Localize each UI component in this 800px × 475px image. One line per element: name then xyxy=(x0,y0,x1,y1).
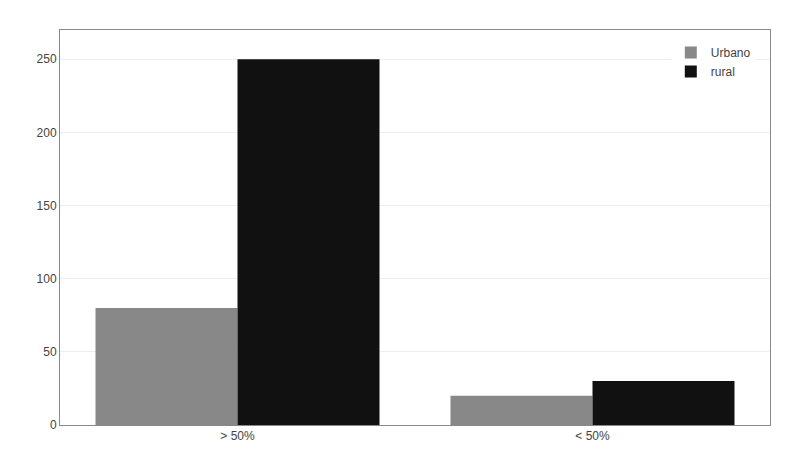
svg-text:200: 200 xyxy=(37,126,57,140)
svg-text:> 50%: > 50% xyxy=(220,429,255,443)
svg-text:150: 150 xyxy=(37,199,57,213)
svg-text:Urbano: Urbano xyxy=(711,46,751,60)
svg-text:rural: rural xyxy=(711,65,735,79)
svg-text:< 50%: < 50% xyxy=(575,429,610,443)
svg-text:50: 50 xyxy=(43,345,57,359)
svg-text:100: 100 xyxy=(37,272,57,286)
svg-text:250: 250 xyxy=(37,52,57,66)
svg-text:0: 0 xyxy=(50,418,57,432)
